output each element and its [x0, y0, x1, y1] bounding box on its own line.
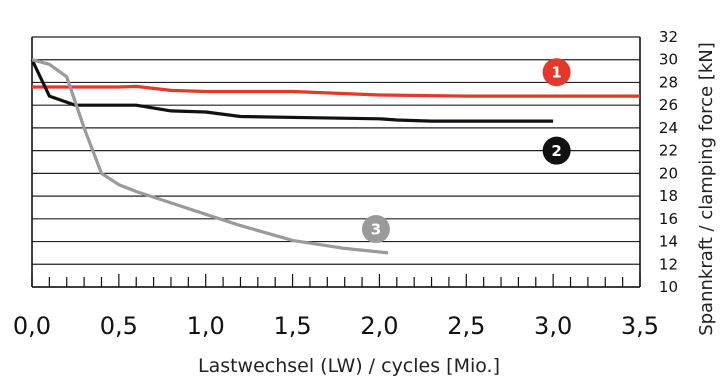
series-badge-circle: [361, 215, 390, 244]
series-line-2: [30, 59, 554, 123]
series-badge-3: 3: [361, 215, 390, 244]
x-axis-label: Lastwechsel (LW) / cycles [Mio.]: [198, 355, 500, 377]
y-tick-label: 26: [659, 96, 678, 114]
series-badges: 1 2 3: [361, 58, 571, 244]
y-axis-label: Spannkraft / clamping force [kN]: [696, 42, 717, 336]
series-badge-circle: [542, 136, 571, 165]
x-tick-label: 2,0: [360, 312, 398, 340]
y-tick-label: 22: [659, 142, 678, 160]
series-badge-circle: [542, 58, 571, 87]
x-tick-label: 1,0: [187, 312, 225, 340]
y-tick-label: 14: [659, 233, 678, 251]
series-line-1: [32, 84, 640, 98]
x-tick-label: 0,5: [100, 312, 138, 340]
y-tick-label: 10: [659, 278, 678, 296]
x-tick-label: 3,5: [621, 312, 659, 340]
x-tick-label: 0,0: [13, 312, 51, 340]
y-tick-label: 20: [659, 164, 678, 182]
y-tick-label: 16: [659, 210, 678, 228]
x-tick-label: 3,0: [534, 312, 572, 340]
series-badge-1: 1: [542, 58, 571, 87]
series-lines: [30, 58, 640, 255]
series-badge-label: 3: [371, 221, 381, 239]
y-tick-label: 18: [659, 187, 678, 205]
y-tick-label: 28: [659, 73, 678, 91]
y-tick-label: 24: [659, 119, 678, 137]
grid-lines: [32, 36, 640, 288]
series-line-3: [31, 58, 389, 255]
series-badge-label: 1: [551, 64, 561, 82]
x-tick-label: 2,5: [447, 312, 485, 340]
series-badge-2: 2: [542, 136, 571, 165]
y-tick-label: 30: [659, 51, 678, 69]
series-badge-label: 2: [551, 142, 561, 160]
y-tick-label: 12: [659, 255, 678, 273]
x-tick-label: 1,5: [273, 312, 311, 340]
y-tick-label: 32: [659, 28, 678, 46]
axes: [31, 37, 641, 288]
